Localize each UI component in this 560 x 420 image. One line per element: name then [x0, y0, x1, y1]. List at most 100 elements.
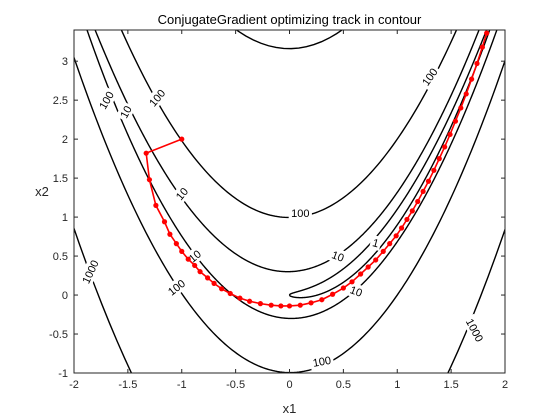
contour-label: 10	[330, 249, 346, 264]
y-tick-label: 1.5	[53, 173, 68, 185]
track-point	[373, 257, 379, 263]
track-point	[431, 167, 437, 173]
track-point	[257, 301, 264, 307]
track-point	[452, 118, 459, 124]
x-tick-label: 1	[394, 379, 400, 391]
chart-title: ConjugateGradient optimizing track in co…	[158, 12, 422, 27]
track-point	[247, 298, 253, 304]
x-tick-label: -0.5	[226, 379, 245, 391]
x-tick-label: -1	[177, 379, 187, 391]
contour-label-group: 10	[346, 281, 367, 301]
contour-label-group: 10	[327, 246, 349, 266]
y-tick-label: 2	[62, 134, 68, 146]
track-point	[211, 280, 217, 286]
x-tick-label: 2	[502, 379, 508, 391]
track-point	[179, 248, 185, 254]
contour-label-bg	[417, 63, 442, 91]
track-point	[474, 60, 480, 67]
track-point	[409, 208, 415, 214]
track-point	[463, 91, 469, 97]
track-point	[358, 271, 364, 277]
track-point	[205, 275, 211, 281]
track-point	[153, 202, 159, 208]
y-tick-label: 0	[62, 290, 68, 302]
contour-label-group: 100	[288, 206, 312, 221]
contour-label-bg	[368, 234, 383, 251]
track-point	[308, 300, 314, 306]
track-point	[442, 144, 448, 150]
contour-label-bg	[288, 206, 312, 221]
contour-line-1000	[235, 30, 344, 50]
axis-ticks: -2 -1.5 -1 -0.5 0 0.5 1 1.5 2 -1 -0.5 0 0.5 1 1.5 2 2.5 3	[49, 30, 508, 391]
track-point	[319, 297, 325, 303]
contour-label-bg	[327, 246, 349, 266]
contour-label-bg	[346, 281, 367, 301]
track-point	[278, 303, 284, 309]
y-tick-label: -1	[58, 368, 68, 380]
plot-area	[74, 30, 505, 373]
contour-line-1000	[74, 226, 505, 373]
track-point	[167, 231, 173, 237]
contour-label-bg	[115, 101, 136, 123]
contour-label-group: 1	[368, 234, 383, 251]
x-axis-label: x1	[283, 401, 297, 416]
track-point	[387, 241, 393, 247]
contour-label-bg	[77, 255, 103, 289]
contour-label-bg	[461, 313, 488, 347]
y-tick-label: -0.5	[49, 329, 68, 341]
track-point	[192, 262, 198, 269]
track-point	[484, 30, 490, 36]
contour-line-10	[94, 30, 480, 273]
track-point	[227, 290, 233, 297]
contour-label-bg	[144, 84, 170, 112]
optimizer-track	[143, 30, 490, 309]
track-point	[436, 156, 442, 162]
y-tick-label: 1	[62, 212, 68, 224]
track-point	[179, 136, 185, 142]
contour-label-group: 10	[115, 101, 136, 123]
y-axis-label: x2	[35, 184, 49, 199]
track-point	[146, 177, 153, 183]
track-point	[479, 44, 485, 50]
track-point	[268, 302, 274, 308]
y-tick-label: 0.5	[53, 251, 68, 263]
contour-line-1	[288, 30, 488, 296]
track-point	[173, 241, 179, 247]
track-point	[330, 291, 336, 297]
track-point	[425, 178, 432, 184]
track-point	[415, 198, 421, 205]
track-point	[340, 285, 346, 291]
track-point	[404, 216, 410, 223]
track-point	[469, 76, 475, 82]
track-point	[237, 295, 243, 301]
track-point	[297, 302, 303, 308]
x-tick-label: 0	[286, 379, 292, 391]
contour-label-group: 100	[309, 352, 335, 371]
contour-label: 10	[348, 284, 364, 299]
y-tick-label: 2.5	[53, 95, 68, 107]
x-tick-label: 0.5	[336, 379, 351, 391]
track-point	[447, 131, 453, 138]
track-point	[349, 279, 355, 285]
contour-label: 10	[118, 104, 134, 120]
x-tick-label: -1.5	[118, 379, 137, 391]
track-point	[380, 248, 386, 254]
track-point	[185, 256, 191, 262]
track-point	[143, 150, 149, 156]
track-point	[393, 233, 399, 239]
contour-label: 100	[291, 208, 309, 220]
track-point	[197, 269, 203, 275]
x-tick-label: 1.5	[443, 379, 458, 391]
track-point	[286, 303, 293, 309]
contour-label: 100	[312, 355, 332, 370]
track-point	[219, 286, 225, 292]
y-tick-label: 3	[62, 56, 68, 68]
contour-label-bg	[171, 182, 193, 205]
track-point	[398, 225, 405, 231]
track-point	[420, 188, 426, 194]
contour-label-bg	[309, 352, 335, 371]
track-point	[458, 105, 464, 111]
track-point	[161, 219, 168, 225]
contour-label-bg	[162, 274, 190, 300]
